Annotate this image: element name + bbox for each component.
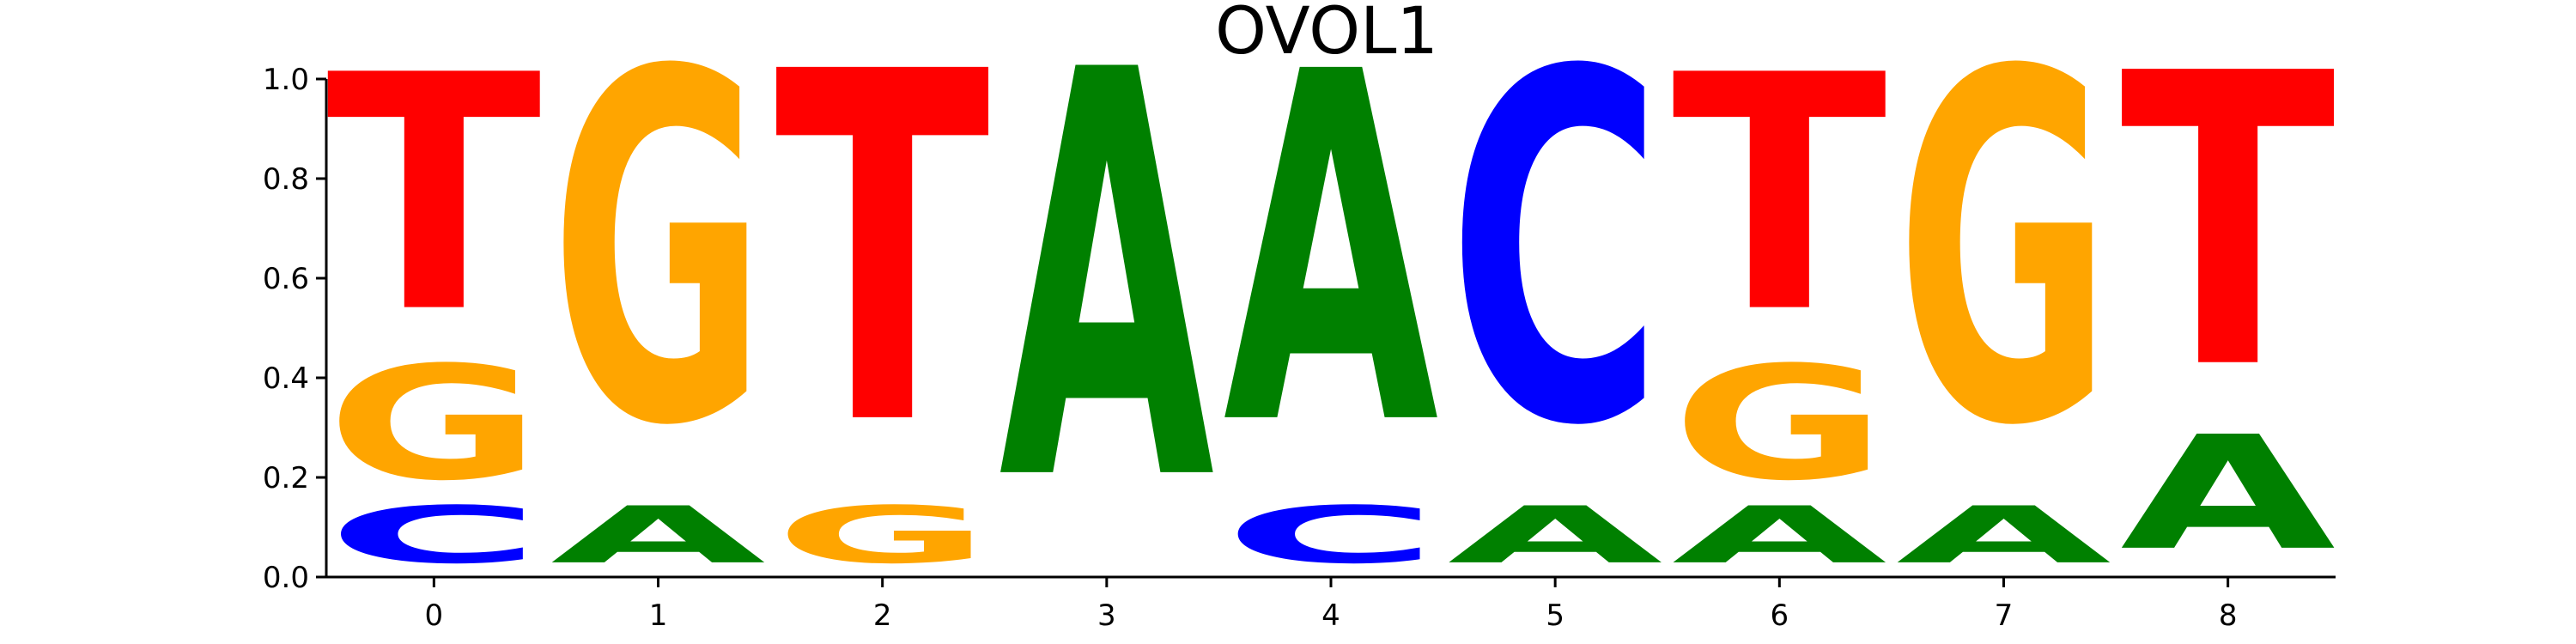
- glyph-pos3-A: A: [999, 0, 1216, 605]
- glyph-pos4-A: A: [1224, 0, 1441, 531]
- svg-text:A: A: [1224, 0, 1441, 531]
- svg-text:G: G: [550, 0, 766, 532]
- y-tick-label: 1.0: [263, 63, 309, 97]
- x-tick-label: 8: [2219, 598, 2238, 633]
- y-tick-label: 0.8: [263, 162, 309, 197]
- y-tick-label: 0.6: [263, 262, 309, 296]
- glyph-pos2-T: T: [775, 0, 992, 531]
- svg-text:A: A: [999, 0, 1216, 605]
- y-tick-label: 0.2: [263, 461, 309, 495]
- glyph-pos6-T: T: [1672, 6, 1889, 384]
- svg-text:T: T: [2120, 0, 2337, 458]
- svg-text:T: T: [1672, 6, 1889, 384]
- y-tick-label: 0.0: [263, 561, 309, 595]
- x-tick-label: 5: [1546, 598, 1564, 633]
- svg-text:C: C: [1448, 0, 1663, 532]
- y-tick-label: 0.4: [263, 361, 309, 396]
- glyph-pos7-G: G: [1896, 0, 2111, 532]
- x-tick-label: 4: [1321, 598, 1340, 633]
- glyph-pos5-C: C: [1448, 0, 1663, 532]
- x-tick-label: 2: [873, 598, 892, 633]
- svg-text:T: T: [775, 0, 992, 531]
- glyph-pos0-T: T: [326, 6, 544, 384]
- x-tick-label: 0: [425, 598, 444, 633]
- x-tick-label: 6: [1771, 598, 1789, 633]
- svg-text:G: G: [1896, 0, 2111, 532]
- x-tick-label: 7: [1995, 598, 2014, 633]
- x-tick-label: 3: [1097, 598, 1116, 633]
- glyph-pos8-T: T: [2120, 0, 2337, 458]
- glyph-pos1-G: G: [550, 0, 766, 532]
- x-tick-label: 1: [649, 598, 668, 633]
- svg-text:T: T: [326, 6, 544, 384]
